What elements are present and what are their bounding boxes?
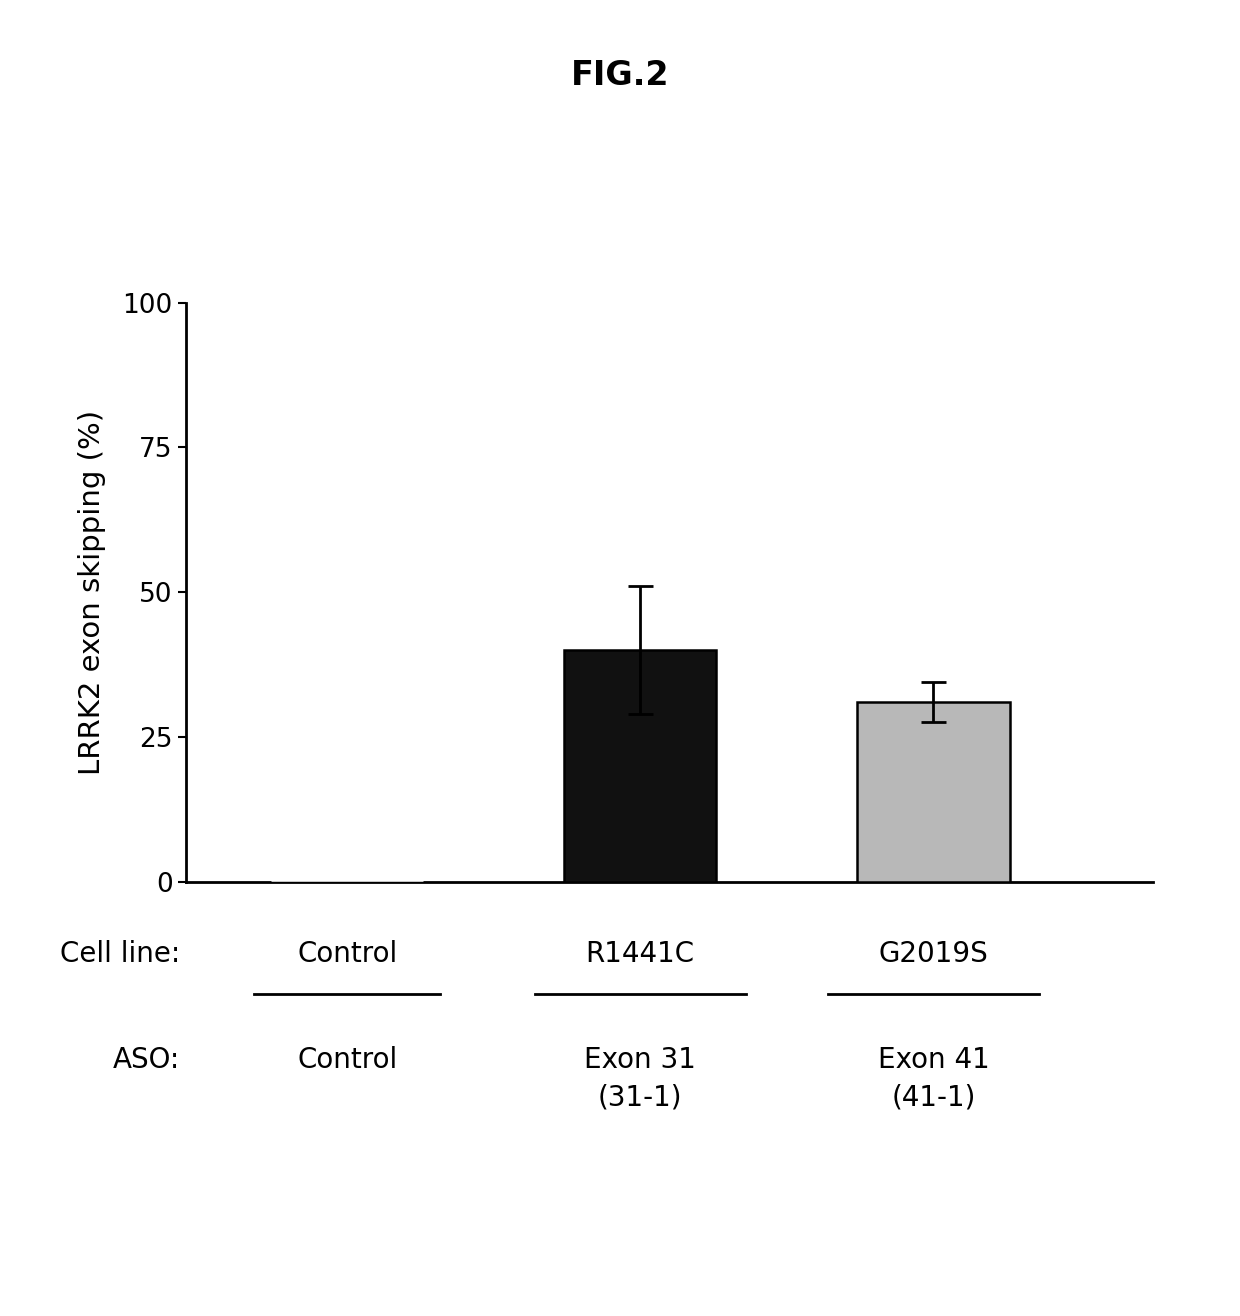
- Bar: [857, 703, 1009, 882]
- Text: Exon 31
(31-1): Exon 31 (31-1): [584, 1046, 696, 1111]
- Text: Exon 41
(41-1): Exon 41 (41-1): [878, 1046, 990, 1111]
- Bar: [564, 650, 717, 882]
- Text: Control: Control: [298, 1046, 397, 1074]
- Y-axis label: LRRK2 exon skipping (%): LRRK2 exon skipping (%): [78, 409, 105, 775]
- Text: G2019S: G2019S: [878, 940, 988, 969]
- Text: R1441C: R1441C: [585, 940, 694, 969]
- Text: ASO:: ASO:: [113, 1046, 180, 1074]
- Text: FIG.2: FIG.2: [570, 59, 670, 92]
- Text: Control: Control: [298, 940, 397, 969]
- Text: Cell line:: Cell line:: [60, 940, 180, 969]
